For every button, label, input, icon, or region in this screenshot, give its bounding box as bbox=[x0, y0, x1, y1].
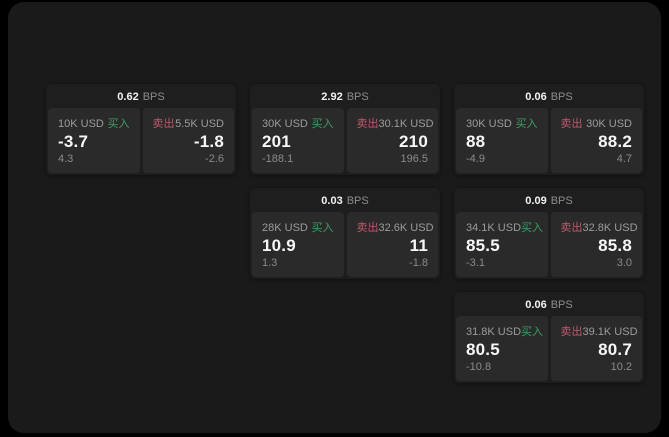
buy-quote-panel[interactable]: 10K USD 买入 -3.7 4.3 bbox=[48, 108, 140, 173]
sell-side-label: 卖出 bbox=[560, 326, 583, 338]
buy-change: 1.3 bbox=[262, 257, 278, 269]
sell-side-label: 卖出 bbox=[560, 222, 583, 234]
sell-side-label: 卖出 bbox=[560, 118, 583, 130]
buy-change: -188.1 bbox=[262, 153, 294, 165]
sell-change: 196.5 bbox=[400, 153, 428, 165]
quote-panels: 31.8K USD 买入 80.5 -10.8 卖出 39.1K USD 80.… bbox=[456, 316, 642, 381]
bps-value: 0.09 bbox=[525, 195, 547, 207]
quote-panels: 34.1K USD 买入 85.5 -3.1 卖出 32.8K USD 85.8… bbox=[456, 212, 642, 277]
sell-side-label: 卖出 bbox=[152, 118, 175, 130]
bps-unit-label: BPS bbox=[142, 91, 165, 103]
buy-amount: 34.1K USD bbox=[466, 222, 522, 234]
quote-card: 0.03 BPS 28K USD 买入 10.9 1.3 卖出 32.6K US… bbox=[250, 188, 440, 279]
quote-card-grid: 0.62 BPS 10K USD 买入 -3.7 4.3 卖出 5.5K USD bbox=[46, 84, 644, 383]
buy-side-label: 买入 bbox=[521, 222, 544, 234]
card-header: 0.03 BPS bbox=[252, 190, 438, 212]
card-header: 0.06 BPS bbox=[456, 294, 642, 316]
buy-side-label: 买入 bbox=[521, 326, 544, 338]
buy-side-label: 买入 bbox=[311, 222, 334, 234]
sell-price: -1.8 bbox=[193, 132, 224, 151]
sell-change: -2.6 bbox=[205, 153, 224, 165]
quote-card: 0.06 BPS 31.8K USD 买入 80.5 -10.8 卖出 39.1… bbox=[454, 292, 644, 383]
card-header: 0.62 BPS bbox=[48, 86, 234, 108]
sell-change: 4.7 bbox=[616, 153, 632, 165]
buy-price: 85.5 bbox=[466, 236, 500, 255]
sell-quote-panel[interactable]: 卖出 39.1K USD 80.7 10.2 bbox=[550, 316, 642, 381]
card-header: 2.92 BPS bbox=[252, 86, 438, 108]
sell-quote-panel[interactable]: 卖出 5.5K USD -1.8 -2.6 bbox=[142, 108, 234, 173]
buy-side-label: 买入 bbox=[515, 118, 538, 130]
buy-amount: 10K USD bbox=[58, 118, 104, 130]
bps-value: 0.06 bbox=[525, 299, 547, 311]
buy-change: -4.9 bbox=[466, 153, 485, 165]
sell-side-label: 卖出 bbox=[356, 222, 379, 234]
buy-quote-panel[interactable]: 28K USD 买入 10.9 1.3 bbox=[252, 212, 344, 277]
buy-side-label: 买入 bbox=[311, 118, 334, 130]
buy-quote-panel[interactable]: 34.1K USD 买入 85.5 -3.1 bbox=[456, 212, 548, 277]
quote-card: 0.62 BPS 10K USD 买入 -3.7 4.3 卖出 5.5K USD bbox=[46, 84, 236, 175]
sell-price: 85.8 bbox=[598, 236, 632, 255]
buy-amount: 30K USD bbox=[466, 118, 512, 130]
quote-panels: 30K USD 买入 201 -188.1 卖出 30.1K USD 210 1… bbox=[252, 108, 438, 173]
sell-quote-panel[interactable]: 卖出 32.8K USD 85.8 3.0 bbox=[550, 212, 642, 277]
sell-price: 80.7 bbox=[598, 340, 632, 359]
quote-card: 0.09 BPS 34.1K USD 买入 85.5 -3.1 卖出 32.8K… bbox=[454, 188, 644, 279]
quote-card: 0.06 BPS 30K USD 买入 88 -4.9 卖出 30K USD bbox=[454, 84, 644, 175]
buy-price: 201 bbox=[262, 132, 291, 151]
sell-quote-panel[interactable]: 卖出 30.1K USD 210 196.5 bbox=[346, 108, 438, 173]
sell-change: 10.2 bbox=[610, 361, 632, 373]
buy-price: 10.9 bbox=[262, 236, 296, 255]
sell-change: 3.0 bbox=[616, 257, 632, 269]
bps-value: 0.62 bbox=[117, 91, 139, 103]
bps-unit-label: BPS bbox=[550, 299, 573, 311]
buy-price: 80.5 bbox=[466, 340, 500, 359]
card-header: 0.06 BPS bbox=[456, 86, 642, 108]
card-header: 0.09 BPS bbox=[456, 190, 642, 212]
quote-card: 2.92 BPS 30K USD 买入 201 -188.1 卖出 30.1K … bbox=[250, 84, 440, 175]
buy-price: -3.7 bbox=[58, 132, 89, 151]
buy-side-label: 买入 bbox=[107, 118, 130, 130]
buy-amount: 30K USD bbox=[262, 118, 308, 130]
sell-amount: 32.6K USD bbox=[378, 222, 434, 234]
bps-value: 0.03 bbox=[321, 195, 343, 207]
sell-price: 210 bbox=[399, 132, 428, 151]
bps-value: 0.06 bbox=[525, 91, 547, 103]
sell-amount: 30K USD bbox=[586, 118, 632, 130]
sell-price: 88.2 bbox=[598, 132, 632, 151]
quote-panels: 10K USD 买入 -3.7 4.3 卖出 5.5K USD -1.8 -2.… bbox=[48, 108, 234, 173]
sell-change: -1.8 bbox=[409, 257, 428, 269]
sell-quote-panel[interactable]: 卖出 32.6K USD 11 -1.8 bbox=[346, 212, 438, 277]
buy-amount: 28K USD bbox=[262, 222, 308, 234]
sell-amount: 30.1K USD bbox=[378, 118, 434, 130]
bps-unit-label: BPS bbox=[550, 91, 573, 103]
buy-quote-panel[interactable]: 31.8K USD 买入 80.5 -10.8 bbox=[456, 316, 548, 381]
buy-quote-panel[interactable]: 30K USD 买入 88 -4.9 bbox=[456, 108, 548, 173]
sell-quote-panel[interactable]: 卖出 30K USD 88.2 4.7 bbox=[550, 108, 642, 173]
sell-price: 11 bbox=[409, 236, 428, 255]
sell-side-label: 卖出 bbox=[356, 118, 379, 130]
buy-change: -3.1 bbox=[466, 257, 485, 269]
bps-unit-label: BPS bbox=[346, 91, 369, 103]
bps-unit-label: BPS bbox=[346, 195, 369, 207]
sell-amount: 32.8K USD bbox=[582, 222, 638, 234]
buy-quote-panel[interactable]: 30K USD 买入 201 -188.1 bbox=[252, 108, 344, 173]
app-surface: 0.62 BPS 10K USD 买入 -3.7 4.3 卖出 5.5K USD bbox=[8, 2, 661, 433]
buy-change: 4.3 bbox=[58, 153, 74, 165]
buy-amount: 31.8K USD bbox=[466, 326, 522, 338]
quote-panels: 30K USD 买入 88 -4.9 卖出 30K USD 88.2 4.7 bbox=[456, 108, 642, 173]
bps-value: 2.92 bbox=[321, 91, 343, 103]
buy-change: -10.8 bbox=[466, 361, 492, 373]
sell-amount: 5.5K USD bbox=[175, 118, 224, 130]
sell-amount: 39.1K USD bbox=[582, 326, 638, 338]
quote-panels: 28K USD 买入 10.9 1.3 卖出 32.6K USD 11 -1.8 bbox=[252, 212, 438, 277]
bps-unit-label: BPS bbox=[550, 195, 573, 207]
buy-price: 88 bbox=[466, 132, 486, 151]
